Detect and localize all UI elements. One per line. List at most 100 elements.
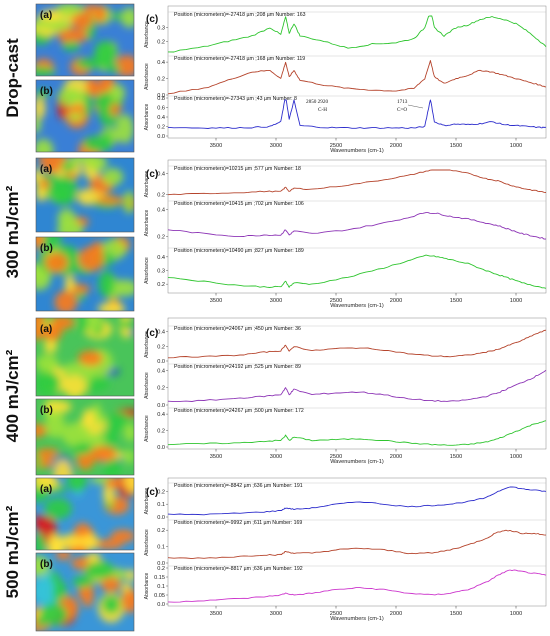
ir-map-6: (a) (35, 477, 135, 551)
y-tick-label: 0.4 (157, 330, 165, 336)
map-blob (60, 161, 76, 172)
map-blob (36, 354, 59, 372)
spectrum-title: Position (micrometers)=10415 µm ;702 µm … (174, 201, 304, 207)
spectrum-line (167, 254, 547, 289)
spectrum-line (167, 60, 547, 95)
map-blob (118, 319, 134, 330)
spectrum-line (167, 329, 547, 359)
map-blob (39, 178, 50, 190)
spectrum-panel-0: 0.2 0.3 Absorbance Position (micrometers)=-… (144, 11, 547, 53)
ir-map-5: (b) (35, 398, 135, 476)
map-blob (62, 41, 81, 52)
y-tick-label: 0.4 (157, 208, 165, 214)
map-blob (84, 561, 115, 580)
map-blob (37, 377, 61, 386)
x-tick-label: 2000 (390, 454, 402, 460)
spectrum-title: Position (micrometers)=24267 µm ;500 µm … (174, 408, 304, 414)
y-tick-label: 0.2 (157, 566, 165, 572)
y-tick-label: 0.0 (157, 515, 165, 521)
y-tick-label: 0.6 (157, 106, 165, 112)
map-blob (73, 442, 93, 455)
map-frame (35, 79, 135, 153)
spectrum-line (167, 569, 547, 603)
panel-label: (c) (146, 14, 158, 25)
spectra-group-mj500: (c) 3500 3000 2500 2000 1500 1000 Wavenumbers (… (146, 477, 547, 622)
y-tick-label: 0.0 (157, 602, 165, 608)
y-tick-label: 0.2 (157, 193, 165, 199)
map-blob (101, 595, 121, 615)
spectra-group-mj400: (c) 3500 3000 2500 2000 1500 1000 Wavenumbers (… (146, 317, 547, 465)
spectrum-line (167, 369, 547, 403)
map-blob (80, 534, 99, 550)
y-axis-label: Absorbance (144, 257, 150, 284)
y-axis-label: Absorbance (144, 170, 150, 197)
map-blob (36, 116, 42, 134)
map-blob (83, 88, 92, 118)
y-tick-label: 0.2 (157, 39, 165, 45)
x-tick-label: 2000 (390, 611, 402, 617)
x-axis-label: Wavenumbers (cm-1) (330, 459, 384, 465)
map-blob (36, 555, 51, 577)
map-blob (58, 534, 83, 549)
spectrum-line (167, 486, 547, 516)
x-tick-label: 2000 (390, 143, 402, 149)
map-blob (88, 446, 117, 462)
spectrum-line (167, 420, 547, 446)
map-blob (44, 252, 69, 273)
y-tick-label: 0.2 (157, 125, 165, 131)
map-frame (35, 3, 135, 77)
spectrum-panel-6: 0.0 0.2 0.4 Absorbance Position (micrometers… (144, 325, 547, 365)
x-tick-label: 2000 (390, 298, 402, 304)
y-tick-label: 0.0 (157, 403, 165, 409)
map-blob (93, 539, 124, 550)
map-label: (b) (40, 559, 53, 570)
map-blob (106, 411, 131, 432)
map-blob (36, 89, 51, 98)
map-blob (72, 575, 94, 588)
y-tick-label: 0.0 (157, 561, 165, 567)
panel-label: (c) (146, 169, 158, 180)
map-blob (112, 11, 122, 22)
x-tick-label: 3500 (210, 454, 222, 460)
map-blob (78, 246, 104, 272)
map-frame (35, 398, 135, 476)
spectrum-title: Position (micrometers)=24192 µm ;525 µm … (174, 364, 301, 370)
x-tick-label: 2500 (330, 143, 342, 149)
map-label: (a) (40, 324, 52, 335)
y-tick-label: 0.1 (157, 502, 165, 508)
map-blob (83, 135, 112, 152)
annotation-text: 2850 2920 (306, 99, 328, 105)
map-blob (58, 26, 78, 45)
y-tick-label: 0.05 (154, 593, 165, 599)
spectrum-title: Position (micrometers)=-8817 µm ;636 µm … (174, 566, 303, 572)
map-frame (35, 477, 135, 551)
ir-map-4: (a) (35, 317, 135, 397)
map-blob (56, 4, 85, 17)
map-frame (35, 236, 135, 312)
y-tick-label: 0.0 (157, 134, 165, 140)
x-tick-label: 1500 (450, 611, 462, 617)
map-frame (35, 317, 135, 397)
ir-map-3: (b) (35, 236, 135, 312)
map-blob (39, 603, 68, 626)
x-tick-label: 1500 (450, 454, 462, 460)
spectrum-title: Position (micrometers)=10215 µm ;577 µm … (174, 166, 301, 172)
spectrum-title: Position (micrometers)=24067 µm ;450 µm … (174, 326, 301, 332)
map-blob (82, 408, 96, 425)
y-tick-label: 0.2 (157, 528, 165, 534)
y-tick-label: 0.2 (157, 234, 165, 240)
map-blob (36, 168, 43, 184)
map-blob (44, 497, 72, 520)
spectrum-panel-11: 0.0 0.05 0.1 0.15 0.2 Absorbance Position (mic… (144, 565, 547, 608)
map-blob (115, 114, 134, 144)
x-tick-label: 3000 (270, 298, 282, 304)
map-blob (77, 587, 88, 599)
map-blob (55, 553, 72, 561)
map-label: (a) (40, 10, 52, 21)
x-tick-label: 2500 (330, 454, 342, 460)
spectra-group-dropcast: (c) 3500 3000 2500 2000 1500 1000 Wavenumbers (… (146, 5, 547, 154)
y-tick-label: 0.3 (157, 269, 165, 275)
annotation-sub: C-H (318, 107, 327, 113)
map-label: (b) (40, 405, 53, 416)
